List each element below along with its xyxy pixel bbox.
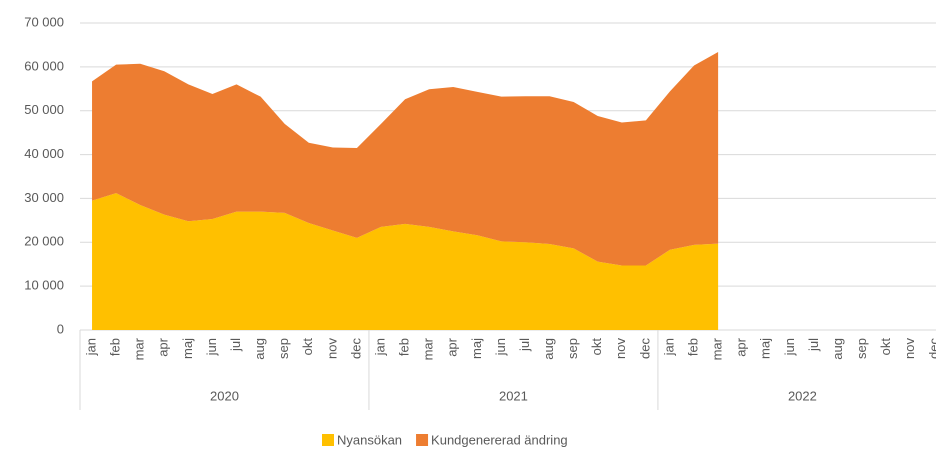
x-tick-label: feb bbox=[108, 338, 123, 356]
x-tick-label: dec bbox=[348, 338, 363, 359]
x-tick-label: maj bbox=[469, 338, 484, 359]
x-tick-label: okt bbox=[300, 338, 315, 356]
x-tick-label: maj bbox=[758, 338, 773, 359]
x-tick-label: okt bbox=[589, 338, 604, 356]
group-label: 2021 bbox=[499, 388, 528, 403]
x-tick-label: mar bbox=[132, 337, 147, 360]
legend-swatch bbox=[322, 434, 334, 446]
x-tick-label: sep bbox=[276, 338, 291, 359]
legend-label: Kundgenererad ändring bbox=[431, 432, 568, 447]
x-tick-label: dec bbox=[637, 338, 652, 359]
x-tick-label: jul bbox=[228, 338, 243, 352]
x-tick-label: jun bbox=[782, 338, 797, 356]
x-tick-label: apr bbox=[445, 337, 460, 356]
y-tick-label: 50 000 bbox=[24, 102, 64, 117]
x-tick-label: aug bbox=[252, 338, 267, 360]
x-tick-label: jan bbox=[372, 338, 387, 356]
x-tick-label: aug bbox=[541, 338, 556, 360]
x-tick-label: nov bbox=[613, 338, 628, 359]
x-tick-label: aug bbox=[830, 338, 845, 360]
x-tick-label: jun bbox=[204, 338, 219, 356]
x-tick-label: feb bbox=[397, 338, 412, 356]
x-tick-label: feb bbox=[685, 338, 700, 356]
x-tick-label: nov bbox=[902, 338, 917, 359]
x-tick-label: mar bbox=[421, 337, 436, 360]
y-tick-label: 60 000 bbox=[24, 58, 64, 73]
y-tick-label: 20 000 bbox=[24, 234, 64, 249]
x-tick-label: dec bbox=[926, 338, 936, 359]
x-tick-label: jul bbox=[806, 338, 821, 352]
y-tick-label: 40 000 bbox=[24, 146, 64, 161]
x-tick-label: okt bbox=[878, 338, 893, 356]
x-tick-label: jan bbox=[661, 338, 676, 356]
x-tick-label: jul bbox=[517, 338, 532, 352]
area bbox=[92, 193, 719, 330]
legend-swatch bbox=[416, 434, 429, 446]
y-tick-label: 0 bbox=[57, 321, 64, 336]
group-label: 2022 bbox=[788, 388, 817, 403]
x-tick-label: apr bbox=[156, 337, 171, 356]
legend-label: Nyansökan bbox=[337, 432, 402, 447]
x-tick-label: mar bbox=[710, 337, 725, 360]
x-tick-label: jun bbox=[493, 338, 508, 356]
x-tick-label: nov bbox=[324, 338, 339, 359]
x-tick-label: maj bbox=[180, 338, 195, 359]
group-label: 2020 bbox=[210, 388, 239, 403]
y-tick-label: 70 000 bbox=[24, 14, 64, 29]
area bbox=[92, 51, 719, 266]
x-tick-label: jan bbox=[83, 338, 98, 356]
x-tick-label: sep bbox=[854, 338, 869, 359]
x-tick-label: apr bbox=[734, 337, 749, 356]
y-tick-label: 30 000 bbox=[24, 190, 64, 205]
x-tick-label: sep bbox=[565, 338, 580, 359]
y-tick-label: 10 000 bbox=[24, 278, 64, 293]
